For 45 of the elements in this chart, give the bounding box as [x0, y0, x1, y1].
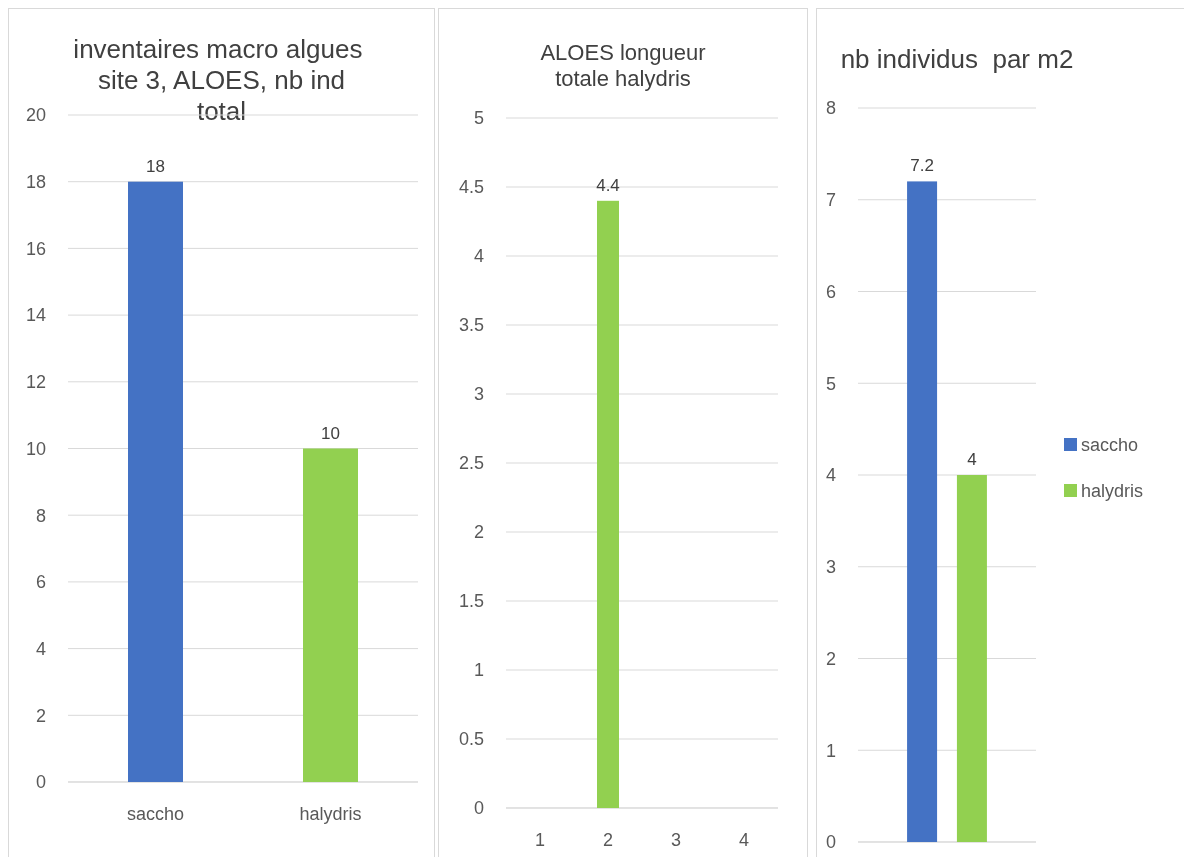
y-tick-label: 1 — [473, 660, 484, 681]
legend-label: saccho — [1081, 435, 1139, 456]
y-tick-label: 6 — [825, 281, 836, 302]
x-tick-label: 1 — [534, 830, 546, 850]
y-tick-label: 0 — [35, 772, 46, 793]
y-tick-label: 3 — [825, 557, 836, 578]
y-tick-label: 4 — [825, 465, 836, 486]
y-tick-label: 2.5 — [458, 453, 484, 474]
y-tick-label: 6 — [35, 572, 46, 593]
data-label: 4.4 — [596, 175, 620, 195]
y-tick-label: 16 — [25, 238, 46, 259]
x-tick-label: 4 — [738, 830, 750, 850]
x-tick-label: 2 — [602, 830, 614, 850]
y-tick-label: 18 — [25, 172, 46, 192]
y-tick-label: 1 — [825, 740, 836, 761]
data-label: 4 — [967, 450, 977, 469]
chart-title: inventaires macro algues site 3, ALOES, nb ind total — [73, 34, 370, 127]
y-tick-label: 4 — [35, 638, 46, 659]
y-tick-label: 1.5 — [458, 591, 484, 612]
y-tick-label: 12 — [25, 372, 46, 393]
legend-label: halydris — [1081, 481, 1144, 502]
data-label: 10 — [321, 423, 340, 443]
y-tick-label: 20 — [25, 105, 46, 126]
y-tick-label: 4.5 — [458, 177, 484, 198]
data-label: 7.2 — [910, 156, 934, 176]
y-tick-label: 0.5 — [458, 729, 484, 750]
y-tick-label: 2 — [825, 648, 836, 669]
y-tick-label: 10 — [25, 438, 46, 459]
y-tick-label: 3.5 — [458, 315, 484, 336]
y-tick-label: 3 — [473, 384, 484, 405]
chart-title: nb individus par m2 — [840, 44, 1074, 74]
y-tick-label: 14 — [25, 305, 46, 326]
y-tick-label: 0 — [473, 798, 484, 819]
y-tick-label: 8 — [825, 98, 836, 119]
y-tick-label: 4 — [473, 246, 484, 267]
y-tick-label: 8 — [35, 505, 46, 526]
y-tick-label: 0 — [825, 832, 836, 853]
data-label: 18 — [146, 156, 165, 176]
y-tick-label: 7 — [825, 190, 836, 211]
y-tick-label: 2 — [35, 705, 46, 726]
y-tick-label: 5 — [473, 108, 484, 129]
y-tick-label: 5 — [825, 373, 836, 394]
y-tick-label: 2 — [473, 522, 484, 543]
chart-title: ALOES longueur totale halydris — [540, 40, 706, 92]
x-tick-label: 3 — [670, 830, 682, 850]
